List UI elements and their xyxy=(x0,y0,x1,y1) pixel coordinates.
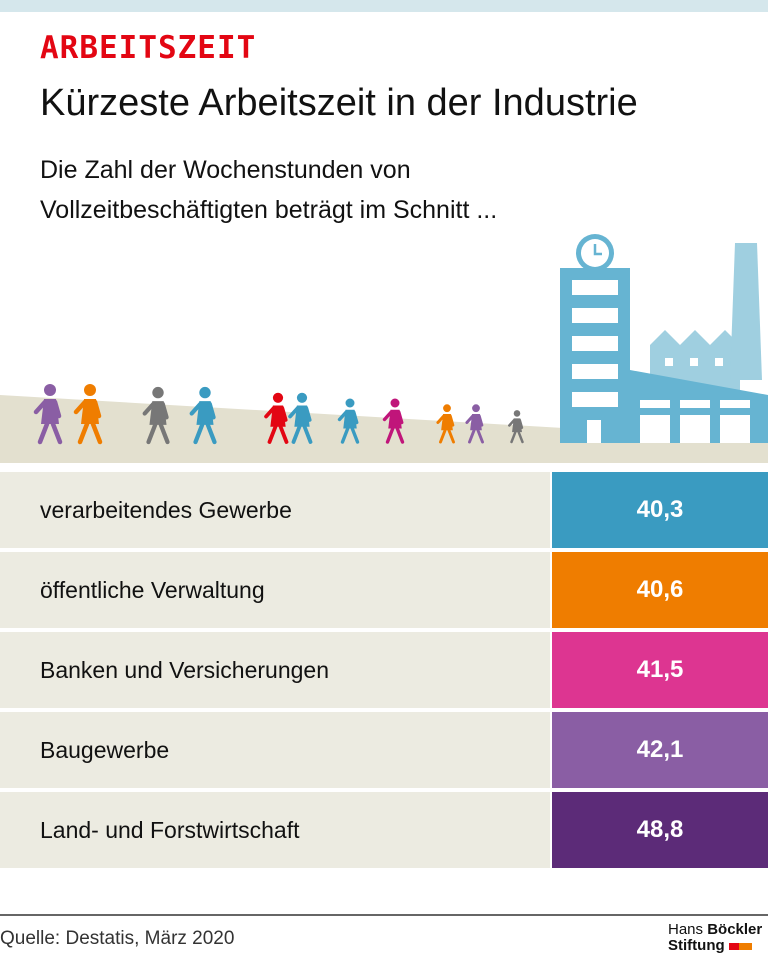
person-icon xyxy=(288,392,313,444)
row-value: 42,1 xyxy=(552,712,768,788)
person-icon xyxy=(189,386,217,445)
table-row: verarbeitendes Gewerbe 40,3 xyxy=(0,472,768,548)
row-label: öffentliche Verwaltung xyxy=(0,552,550,628)
person-icon xyxy=(465,404,484,444)
row-value: 41,5 xyxy=(552,632,768,708)
illustration xyxy=(0,234,768,463)
footer-divider xyxy=(0,914,768,916)
factory-icon xyxy=(560,234,768,443)
person-icon xyxy=(33,384,63,445)
person-icon xyxy=(337,398,360,444)
row-label: Banken und Versicherungen xyxy=(0,632,550,708)
person-icon xyxy=(382,398,405,444)
top-band xyxy=(0,0,768,12)
row-label: Land- und Forstwirtschaft xyxy=(0,792,550,868)
page-title: Kürzeste Arbeitszeit in der Industrie xyxy=(40,82,638,124)
person-icon xyxy=(142,386,170,445)
person-icon xyxy=(508,410,524,444)
person-icon xyxy=(436,404,455,444)
kicker: ARBEITSZEIT xyxy=(40,30,257,66)
row-value: 40,3 xyxy=(552,472,768,548)
row-label: verarbeitendes Gewerbe xyxy=(0,472,550,548)
data-table: verarbeitendes Gewerbe 40,3 öffentliche V… xyxy=(0,472,768,872)
row-value: 48,8 xyxy=(552,792,768,868)
subtitle: Die Zahl der Wochenstunden von Vollzeitb… xyxy=(40,156,498,224)
person-icon xyxy=(264,392,289,444)
row-label: Baugewerbe xyxy=(0,712,550,788)
hans-boeckler-logo: Hans Böckler Stiftung xyxy=(668,921,763,954)
person-icon xyxy=(73,384,103,445)
table-row: Land- und Forstwirtschaft 48,8 xyxy=(0,792,768,868)
table-row: Baugewerbe 42,1 xyxy=(0,712,768,788)
source-note: Quelle: Destatis, März 2020 xyxy=(0,928,235,949)
row-value: 40,6 xyxy=(552,552,768,628)
table-row: öffentliche Verwaltung 40,6 xyxy=(0,552,768,628)
table-row: Banken und Versicherungen 41,5 xyxy=(0,632,768,708)
